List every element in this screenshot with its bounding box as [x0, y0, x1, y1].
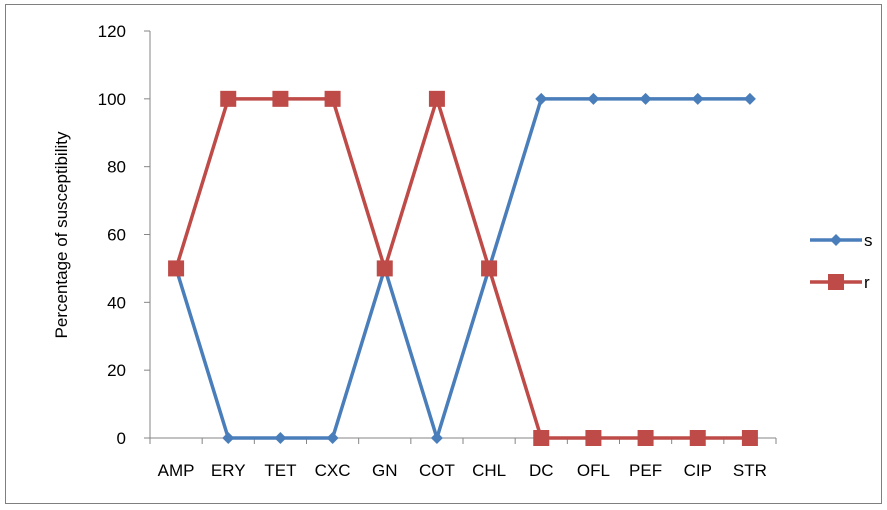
legend-label-r: r: [864, 273, 870, 292]
data-point-s: [639, 92, 652, 105]
data-point-s: [743, 92, 756, 105]
data-point-r: [220, 90, 237, 107]
data-point-s: [691, 92, 704, 105]
x-tick-label: ERY: [211, 461, 246, 480]
legend-label-s: s: [864, 231, 873, 250]
data-point-s: [274, 432, 287, 444]
data-point-r: [428, 90, 445, 107]
x-tick-label: COT: [419, 461, 455, 480]
y-tick-label: 40: [107, 293, 126, 312]
x-tick-label: CHL: [472, 461, 506, 480]
x-tick-label: AMP: [158, 461, 195, 480]
x-tick-label: GN: [372, 461, 398, 480]
data-point-r: [376, 260, 393, 277]
data-point-s: [587, 92, 600, 105]
legend-marker-s: [830, 234, 842, 246]
x-tick-label: OFL: [577, 461, 610, 480]
x-tick-label: DC: [529, 461, 554, 480]
data-point-r: [533, 430, 550, 446]
data-point-r: [481, 260, 498, 277]
x-tick-label: PEF: [629, 461, 662, 480]
series-line-s: [174, 97, 750, 440]
legend-item-r: r: [810, 273, 870, 292]
series-s: [170, 92, 756, 444]
y-tick-label: 100: [98, 90, 126, 109]
data-point-s: [326, 432, 339, 444]
series-line-r: [174, 97, 750, 440]
series-r: [168, 90, 758, 446]
data-point-s: [535, 92, 548, 105]
x-tick-label: STR: [733, 461, 767, 480]
axes: 0 20 40 60 80 100 120 AMP ERY TET CXC GN COT CHL DC OFL…: [98, 22, 777, 480]
data-point-r: [689, 430, 706, 446]
data-point-r: [637, 430, 654, 446]
legend-item-s: s: [810, 231, 873, 250]
data-point-r: [324, 90, 341, 107]
y-tick-label: 20: [107, 361, 126, 380]
data-point-r: [272, 90, 289, 107]
y-tick-label: 0: [117, 429, 126, 448]
x-tick-label: CXC: [315, 461, 351, 480]
data-point-s: [430, 432, 443, 444]
data-point-r: [585, 430, 602, 446]
x-tick-label: CIP: [684, 461, 712, 480]
series-layer: [168, 90, 758, 446]
x-tick-label: TET: [264, 461, 296, 480]
y-tick-label: 60: [107, 226, 126, 245]
data-point-r: [168, 260, 185, 277]
data-point-s: [222, 432, 235, 444]
data-point-r: [741, 430, 758, 446]
y-tick-label: 120: [98, 22, 126, 41]
y-axis-label: Percentage of susceptibility: [52, 131, 71, 338]
legend-marker-r: [828, 274, 844, 290]
y-tick-label: 80: [107, 158, 126, 177]
legend: sr: [810, 231, 873, 292]
